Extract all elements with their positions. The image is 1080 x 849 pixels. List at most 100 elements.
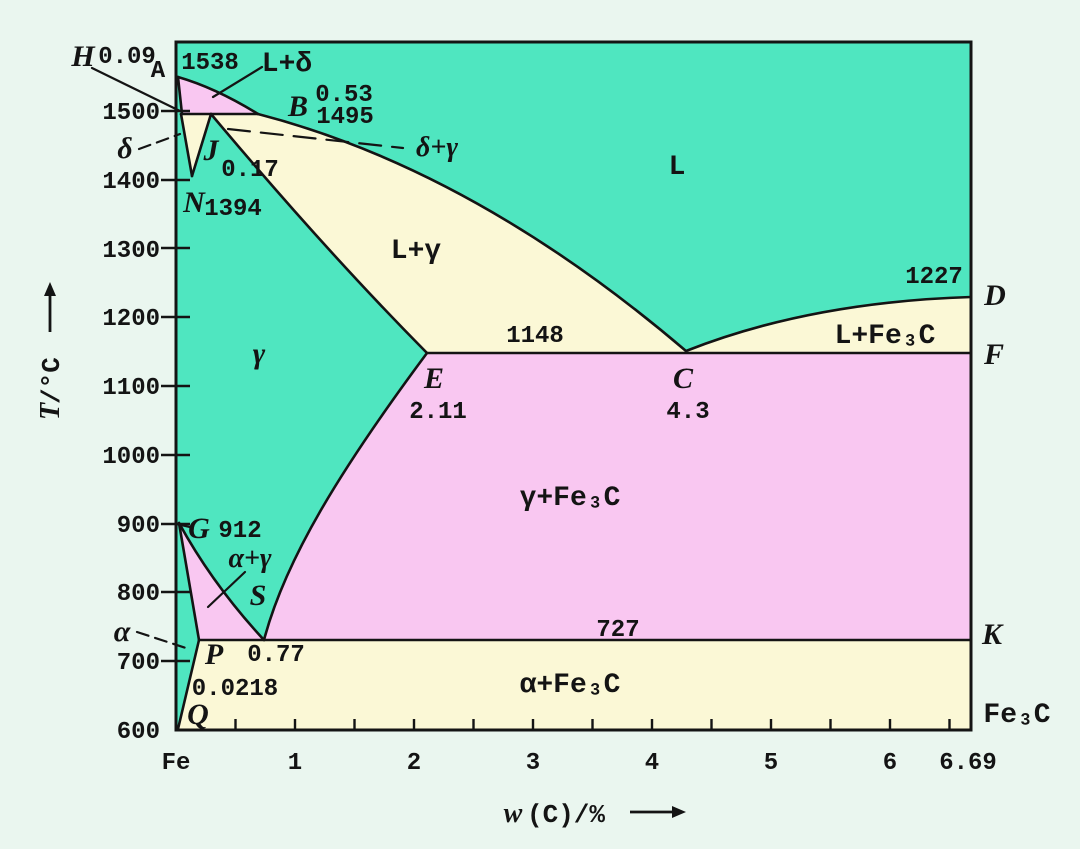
x-tick-6: 6 [883, 750, 897, 777]
point-label-c: C [673, 362, 694, 395]
plot-border [174, 40, 973, 732]
y-tick-1400: 1400 [102, 169, 160, 196]
leader-alpha-gamma [206, 570, 247, 609]
boundary-liquidus-b-c [256, 112, 688, 353]
boundary-p-q [176, 638, 201, 731]
composition-h: 0.09 [98, 44, 156, 71]
point-label-s: S [250, 579, 267, 612]
x-axis-title-units: (C)/% [527, 800, 605, 830]
region-label-l-fe3c: L+Fe₃C [835, 321, 936, 352]
y-tick-1100: 1100 [102, 375, 160, 402]
x-axis-title: w (C)/% [504, 798, 606, 830]
point-label-h: H [70, 40, 96, 73]
y-tick-1000: 1000 [102, 444, 160, 471]
x-tick-5: 5 [764, 750, 778, 777]
point-label-p: P [204, 638, 224, 671]
phase-region-fills [178, 77, 971, 730]
y-axis-title: T /°C [35, 357, 67, 420]
boundary-acm-e-s [262, 351, 429, 642]
temperature-n-1394: 1394 [204, 196, 262, 223]
y-axis-title-units: /°C [37, 357, 67, 404]
boundary-liquidus-a-b [176, 75, 260, 116]
composition-e: 2.11 [409, 399, 467, 426]
region-gamma-fe3c-fill [264, 353, 971, 640]
y-tick-1500: 1500 [102, 100, 160, 127]
temperature-labels: 1538 1495 1394 1227 1148 912 727 [181, 50, 963, 644]
region-label-gamma-fe3c: γ+Fe₃C [520, 483, 621, 514]
boundary-solidus-j-e [209, 112, 429, 355]
leader-alpha-dashed [135, 630, 188, 650]
point-labels: H A B J N E C D F G S P Q K [70, 40, 1006, 731]
point-label-g: G [188, 512, 210, 545]
point-label-k: K [981, 618, 1004, 651]
composition-b: 0.53 [315, 82, 373, 109]
x-tick-1: 1 [288, 750, 302, 777]
region-label-l-delta: L+δ [262, 49, 312, 80]
region-l-gamma-fill [211, 114, 686, 353]
boundary-a3-g-s [177, 521, 266, 642]
boundary-solidus-a-h [176, 75, 184, 116]
point-label-b: B [287, 90, 308, 123]
region-label-alpha: α [114, 615, 131, 648]
leader-delta-gamma-dashed [226, 127, 405, 150]
region-label-alpha-gamma: α+γ [228, 543, 271, 574]
leader-h-point [90, 66, 182, 113]
point-label-d: D [983, 279, 1006, 312]
x-tick-fe: Fe [162, 750, 191, 777]
region-delta-gamma-fill [181, 114, 211, 176]
x-tick-3: 3 [526, 750, 540, 777]
temperature-eutectic-1148: 1148 [506, 323, 564, 350]
x-tick-2: 2 [407, 750, 421, 777]
point-label-j: J [203, 134, 220, 167]
region-label-delta: δ [117, 132, 132, 165]
boundary-j-n [190, 112, 213, 178]
boundary-liquidus-c-d [684, 295, 973, 353]
region-label-delta-gamma: δ+γ [416, 132, 458, 163]
y-axis-tick-labels: 600 700 800 900 1000 1100 1200 1300 1400… [102, 100, 160, 746]
temperature-eutectoid-727: 727 [596, 617, 639, 644]
leader-l-delta [211, 65, 264, 99]
composition-labels: 0.09 0.53 0.17 2.11 4.3 0.77 0.0218 [98, 44, 709, 703]
temperature-b-1495: 1495 [316, 104, 374, 131]
x-axis-tick-labels: Fe 1 2 3 4 5 6 6.69 [162, 750, 997, 777]
x-tick-669: 6.69 [939, 750, 997, 777]
boundary-h-n [179, 112, 194, 178]
y-tick-900: 900 [117, 513, 160, 540]
x-axis-title-variable: w [504, 798, 523, 829]
temperature-d-1227: 1227 [905, 264, 963, 291]
temperature-g-912: 912 [218, 518, 261, 545]
region-label-alpha-fe3c: α+Fe₃C [520, 670, 621, 701]
point-label-a: A [151, 58, 166, 85]
point-label-q: Q [187, 698, 209, 731]
y-axis-title-variable: T [35, 401, 66, 420]
phase-boundaries [175, 75, 973, 731]
region-label-l: L [669, 152, 686, 183]
x-axis-arrow-icon [630, 806, 686, 818]
region-alpha-gamma-fill [179, 523, 264, 640]
leader-delta-dashed [137, 132, 182, 151]
region-label-gamma: γ [253, 337, 266, 370]
boundary-g-p [177, 521, 201, 642]
point-label-n: N [182, 186, 206, 219]
temperature-a-1538: 1538 [181, 50, 239, 77]
point-label-e: E [423, 362, 444, 395]
composition-c: 4.3 [666, 399, 709, 426]
region-l-fe3c-fill [686, 297, 971, 353]
region-l-delta-fill [178, 77, 258, 114]
y-axis-arrow-icon [44, 282, 56, 332]
region-label-l-gamma: L+γ [391, 236, 442, 267]
y-tick-1300: 1300 [102, 238, 160, 265]
composition-j: 0.17 [221, 157, 279, 184]
edge-label-fe3c: Fe₃C [983, 700, 1050, 731]
y-tick-700: 700 [117, 650, 160, 677]
x-tick-4: 4 [645, 750, 659, 777]
y-tick-800: 800 [117, 581, 160, 608]
composition-s: 0.77 [247, 642, 305, 669]
point-label-f: F [983, 338, 1004, 371]
leader-lines [90, 65, 405, 650]
composition-p: 0.0218 [192, 676, 278, 703]
region-labels: L L+δ δ+γ L+γ γ L+Fe₃C γ+Fe₃C α+γ α+Fe₃C… [114, 49, 1051, 731]
y-tick-600: 600 [117, 719, 160, 746]
region-alpha-fe3c-fill [178, 640, 971, 730]
